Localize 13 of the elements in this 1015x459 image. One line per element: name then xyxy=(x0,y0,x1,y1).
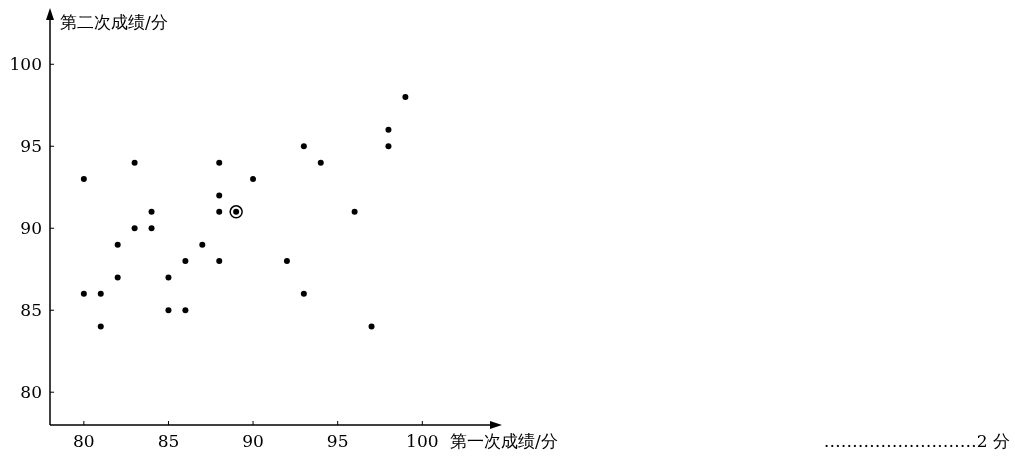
x-tick-label: 90 xyxy=(242,431,264,451)
x-axis-title: 第一次成绩/分 xyxy=(450,431,558,451)
y-tick-label: 95 xyxy=(20,136,42,157)
y-axis-title: 第二次成绩/分 xyxy=(60,12,168,32)
x-tick-label: 100 xyxy=(406,431,439,451)
y-tick-label: 100 xyxy=(9,54,42,75)
x-tick-label: 80 xyxy=(73,431,95,451)
y-tick-label: 90 xyxy=(20,218,42,239)
y-tick-label: 85 xyxy=(20,300,42,321)
x-tick-label: 95 xyxy=(326,431,349,451)
y-tick-label: 80 xyxy=(20,382,42,403)
text: ………………………2 分 xyxy=(823,431,1010,451)
x-tick-label: 85 xyxy=(157,431,180,451)
